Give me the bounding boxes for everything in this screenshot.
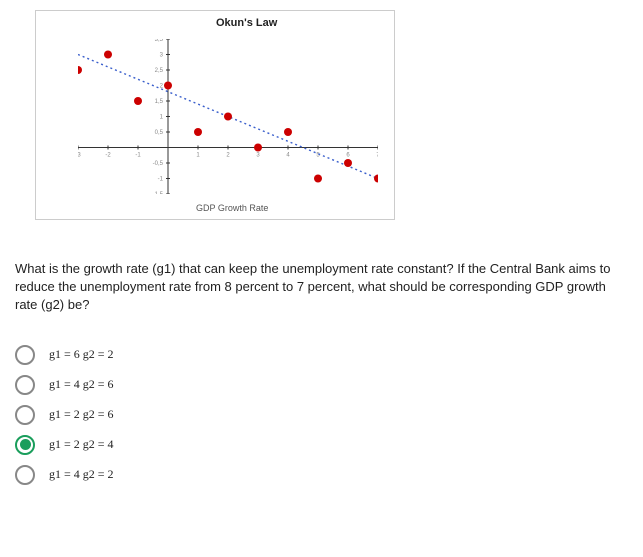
radio-button[interactable] [15,345,35,365]
svg-text:-1: -1 [135,153,141,159]
option-4[interactable]: g1 = 4 g2 = 2 [15,465,628,485]
svg-text:0,5: 0,5 [155,130,164,136]
option-label: g1 = 4 g2 = 2 [49,467,114,482]
option-label: g1 = 6 g2 = 2 [49,347,114,362]
svg-text:-2: -2 [105,153,111,159]
chart-title: Okun's Law [216,17,277,29]
option-1[interactable]: g1 = 4 g2 = 6 [15,375,628,395]
options-group: g1 = 6 g2 = 2 g1 = 4 g2 = 6 g1 = 2 g2 = 6 g… [15,345,628,485]
radio-button[interactable] [15,465,35,485]
svg-text:-1,5: -1,5 [153,192,164,194]
radio-button[interactable] [15,435,35,455]
option-label: g1 = 4 g2 = 6 [49,377,114,392]
svg-text:1,5: 1,5 [155,99,164,105]
svg-text:3,5: 3,5 [155,39,164,43]
option-2[interactable]: g1 = 2 g2 = 6 [15,405,628,425]
svg-text:-0,5: -0,5 [153,161,164,167]
chart-svg: -3-2-11234567-1,5-1-0,50,511,522,533,5 [78,39,378,194]
chart-container: Okun's Law Change in Unemployment Rate G… [35,10,395,220]
svg-text:2,5: 2,5 [155,68,164,74]
question-text: What is the growth rate (g1) that can ke… [15,260,628,315]
option-3[interactable]: g1 = 2 g2 = 4 [15,435,628,455]
svg-text:7: 7 [376,153,378,159]
option-0[interactable]: g1 = 6 g2 = 2 [15,345,628,365]
option-label: g1 = 2 g2 = 4 [49,437,114,452]
chart-plot-area: -3-2-11234567-1,5-1-0,50,511,522,533,5 [78,39,378,194]
svg-text:-1: -1 [158,177,164,183]
option-label: g1 = 2 g2 = 6 [49,407,114,422]
chart-xlabel: GDP Growth Rate [196,203,268,213]
radio-button[interactable] [15,405,35,425]
radio-button[interactable] [15,375,35,395]
